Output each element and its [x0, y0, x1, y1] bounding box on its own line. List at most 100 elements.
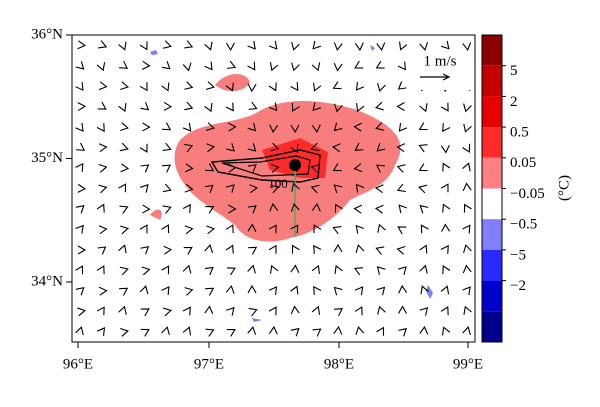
wind-arrow — [353, 204, 363, 214]
wind-arrow — [290, 162, 299, 172]
wind-arrow — [161, 265, 170, 275]
wind-arrow — [182, 62, 192, 72]
wind-arrow — [310, 164, 320, 173]
wind-arrow — [442, 203, 451, 213]
wind-arrow — [270, 184, 280, 194]
wind-arrow — [332, 81, 342, 90]
wind-arrow — [161, 82, 170, 92]
wind-arrow — [396, 143, 406, 153]
wind-arrow — [226, 267, 236, 276]
colorbar-label: 5 — [510, 63, 518, 79]
wind-arrow — [225, 224, 234, 234]
wind-arrow — [397, 226, 407, 235]
wind-arrow — [312, 102, 321, 112]
colorbar-segment — [482, 96, 502, 128]
wind-arrow — [228, 122, 237, 132]
reference-vector-label: 1 m/s — [424, 53, 457, 69]
wind-arrow — [77, 102, 87, 112]
wind-arrow — [120, 225, 129, 235]
wind-arrow — [377, 305, 386, 315]
wind-arrow — [398, 204, 408, 214]
wind-arrow — [182, 203, 191, 213]
wind-arrow — [204, 266, 214, 276]
contour — [221, 155, 311, 177]
wind-arrow — [440, 244, 449, 254]
wind-arrow — [227, 163, 237, 173]
wind-arrow — [270, 142, 280, 152]
colorbar-segment — [482, 35, 502, 66]
wind-arrow — [291, 102, 300, 112]
wind-arrow — [291, 182, 300, 192]
wind-arrow — [96, 306, 105, 316]
wind-arrow — [332, 163, 342, 172]
wind-arrow — [420, 224, 429, 234]
wind-arrow — [75, 61, 85, 70]
wind-arrow — [268, 40, 278, 50]
wind-arrow — [206, 122, 215, 131]
wind-arrow — [333, 184, 343, 193]
wind-arrow — [118, 183, 127, 193]
wind-arrow — [419, 306, 429, 316]
wind-arrow — [312, 40, 321, 50]
wind-arrow — [375, 60, 385, 69]
wind-arrow — [396, 164, 406, 173]
wind-arrow — [248, 101, 258, 110]
colorbar-label: 0.5 — [510, 125, 529, 141]
wind-arrow — [139, 143, 148, 153]
wind-arrow — [375, 122, 385, 131]
reference-vector-head — [442, 73, 451, 81]
wind-arrow — [311, 202, 321, 212]
wind-arrow — [355, 326, 365, 335]
wind-arrow — [374, 184, 384, 194]
wind-arrow — [440, 306, 449, 316]
wind-arrow — [204, 184, 214, 194]
wind-arrow — [162, 40, 172, 49]
wind-arrow — [313, 244, 322, 254]
wind-arrow — [396, 102, 405, 111]
wind-arrow — [375, 164, 385, 173]
wind-arrow — [354, 42, 364, 52]
wind-arrow — [140, 101, 150, 111]
wind-arrow — [463, 244, 472, 254]
wind-arrow — [463, 103, 472, 113]
wind-arrow — [140, 246, 150, 255]
wind-arrow — [356, 103, 365, 113]
wind-arrow — [397, 81, 407, 90]
wind-arrow — [440, 102, 449, 112]
wind-arrow — [247, 284, 257, 294]
wind-arrow — [313, 224, 322, 234]
wind-arrow — [75, 286, 85, 296]
wind-arrow — [354, 306, 363, 316]
wind-arrow — [333, 122, 343, 132]
wind-arrow — [205, 81, 215, 90]
wind-arrow — [396, 183, 406, 193]
wind-arrow — [247, 40, 256, 50]
wind-arrow — [269, 202, 279, 212]
wind-arrow — [75, 265, 84, 275]
wind-arrow — [355, 81, 365, 91]
wind-arrow — [161, 326, 170, 336]
wind-arrow — [142, 204, 151, 214]
wind-arrow — [77, 245, 87, 255]
wind-arrow — [311, 62, 321, 72]
wind-arrow — [334, 308, 344, 317]
wind-arrow — [161, 224, 170, 234]
wind-arrow — [333, 103, 343, 113]
wind-arrow — [162, 205, 172, 214]
wind-arrow — [119, 142, 129, 152]
wind-arrow — [205, 328, 215, 337]
wind-arrow — [162, 122, 172, 131]
lon-label: 97°E — [194, 356, 224, 372]
wind-arrow — [226, 328, 236, 337]
wind-arrow — [440, 144, 450, 154]
wind-arrow — [118, 305, 127, 315]
contour-label: 100 — [268, 176, 288, 191]
wind-arrow — [441, 40, 450, 50]
wind-arrow — [463, 203, 472, 213]
wind-arrow — [269, 124, 279, 134]
wind-arrow — [247, 164, 257, 173]
wind-arrow — [270, 163, 280, 173]
wind-arrow — [161, 285, 170, 295]
wind-arrow — [377, 82, 386, 92]
